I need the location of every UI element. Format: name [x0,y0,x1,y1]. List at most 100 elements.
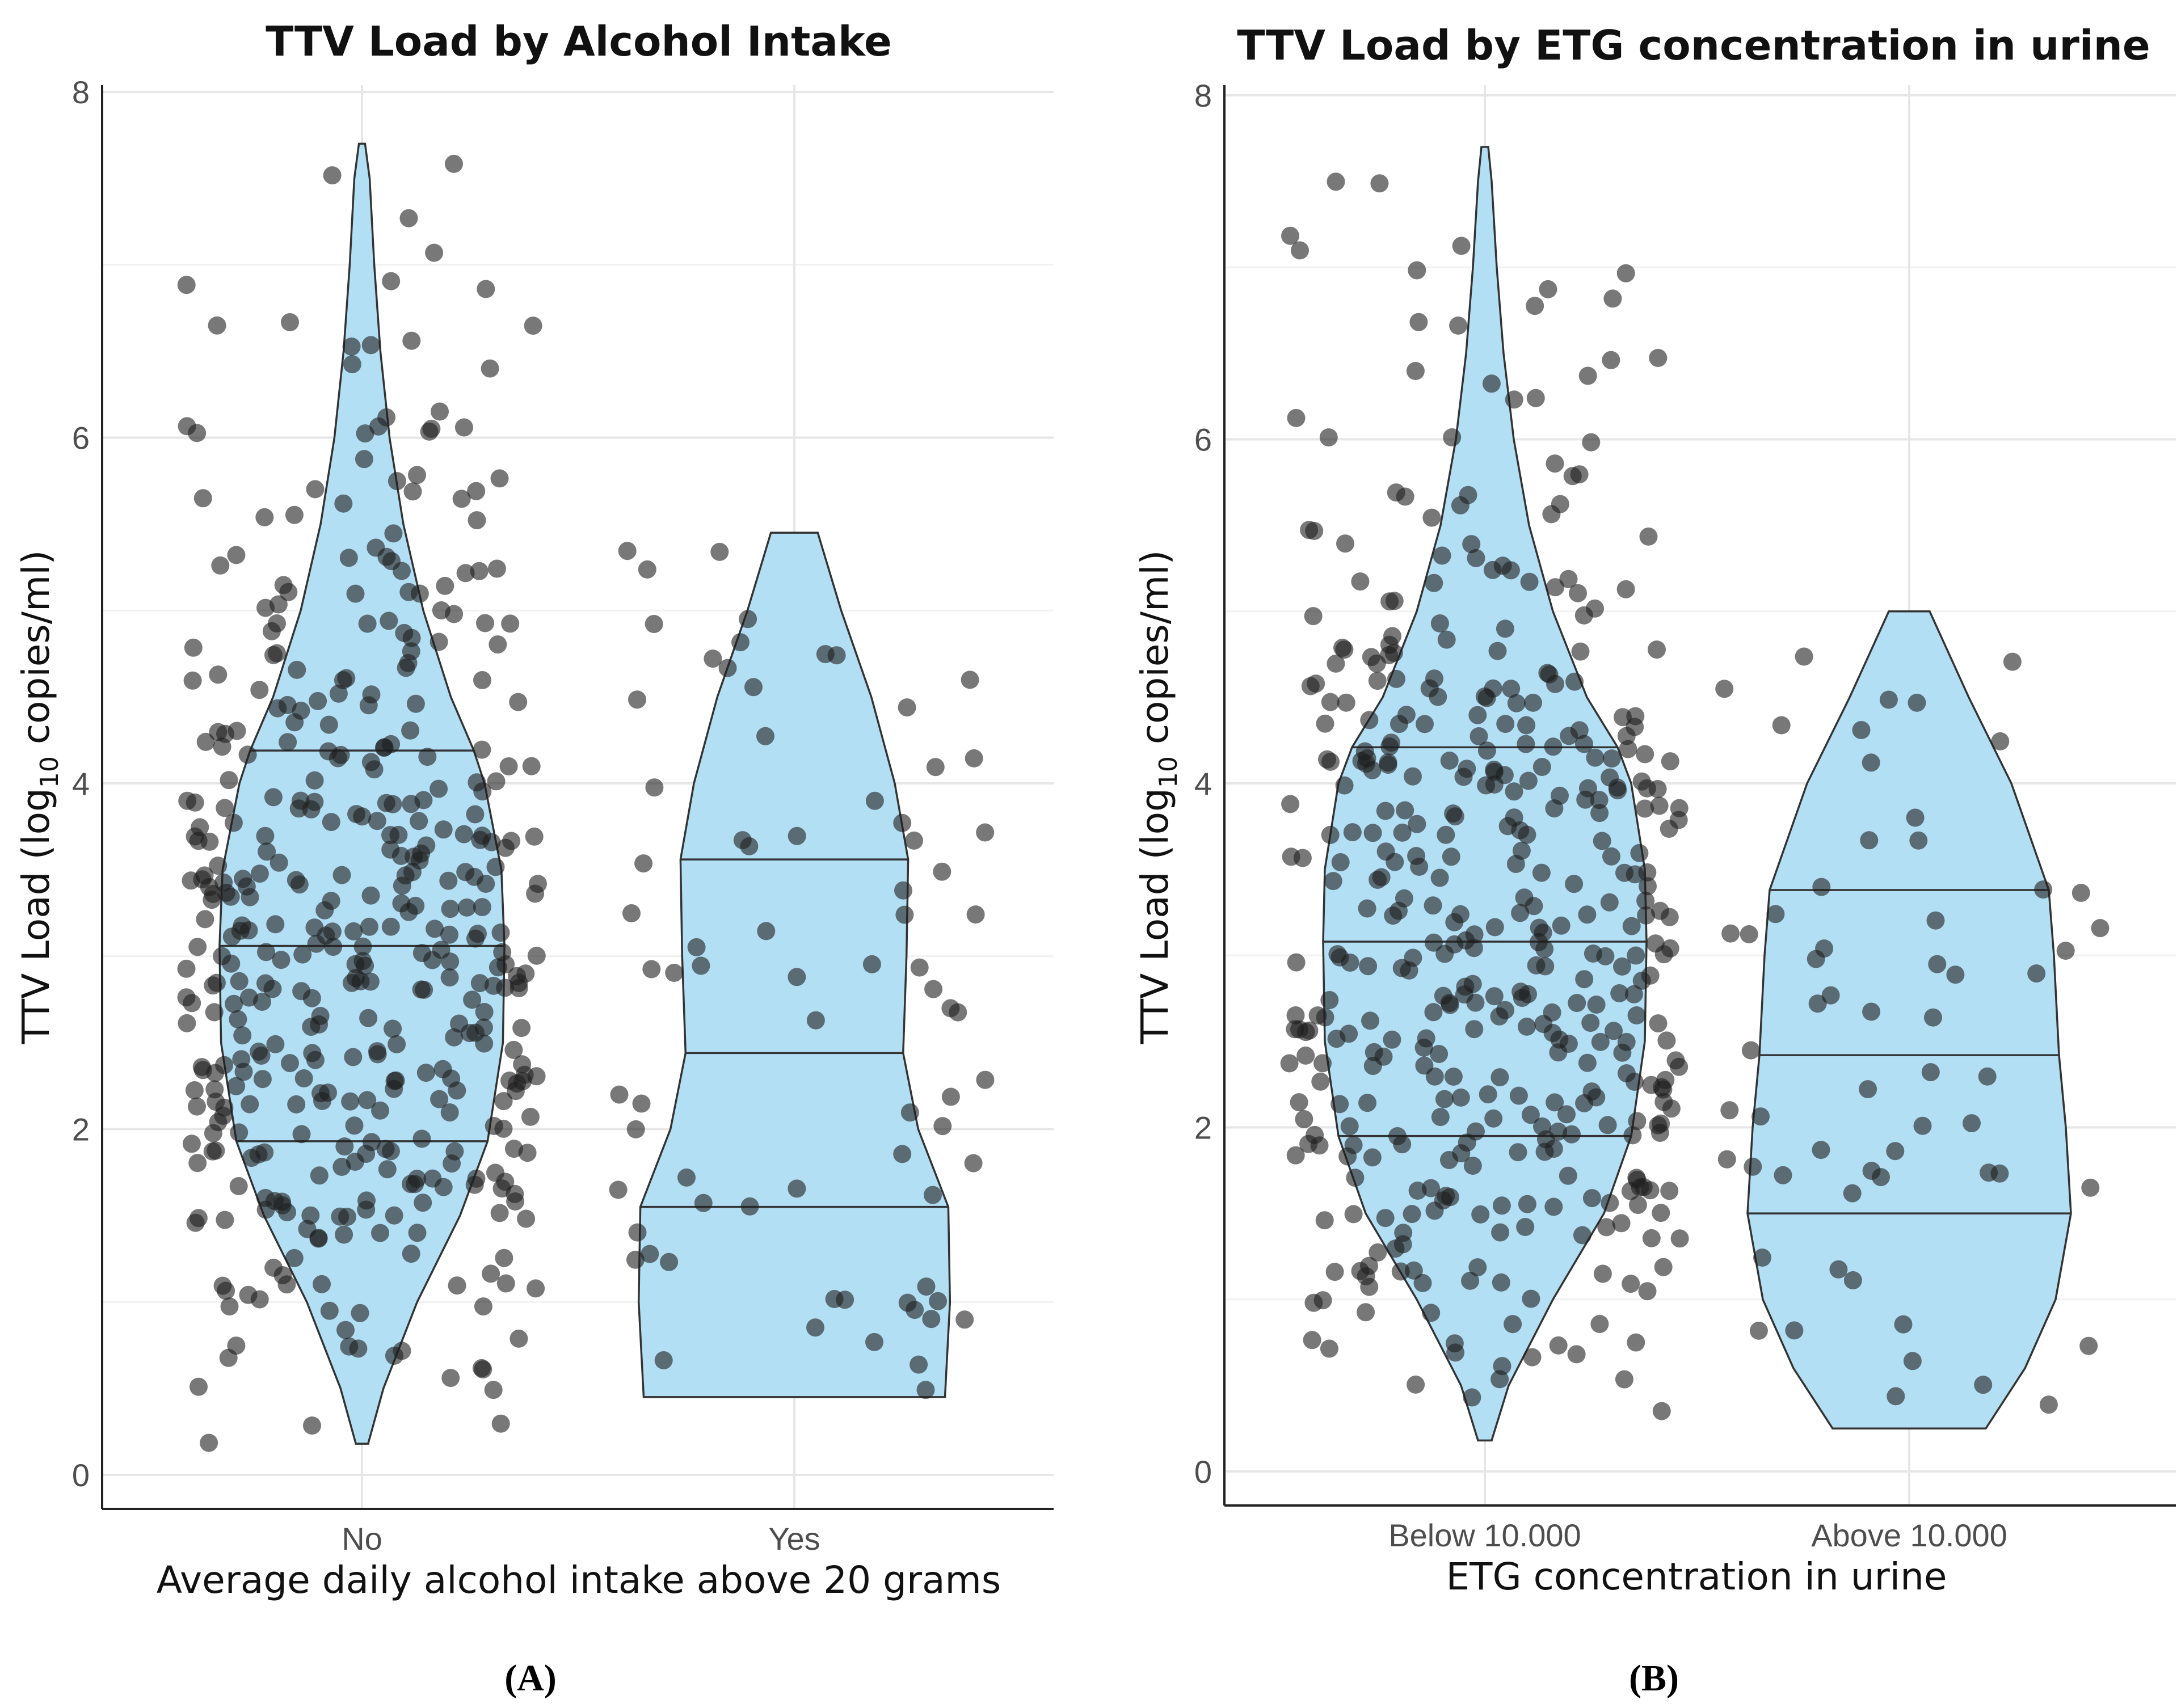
data-point [474,1297,492,1316]
data-point [381,917,400,936]
data-point [1318,750,1336,769]
data-point [442,1069,461,1088]
data-point [1622,1275,1640,1293]
data-point [310,1166,329,1185]
data-point [336,1321,355,1339]
data-point [1543,1003,1561,1022]
data-point [258,842,276,861]
data-point [1591,1032,1610,1051]
data-point [1519,771,1538,790]
data-point [1333,638,1351,657]
data-point [1369,1243,1387,1262]
data-point [1886,1142,1905,1161]
data-point [1651,901,1669,920]
data-point [2081,1178,2100,1197]
data-point [416,1064,435,1082]
data-point [622,904,641,922]
data-point [1661,752,1679,771]
data-point [1414,1038,1433,1057]
data-point [1559,1166,1577,1185]
data-point [1485,987,1504,1006]
data-point [1397,706,1416,724]
data-point [313,1275,331,1293]
data-point [222,954,241,973]
data-point [1666,1051,1685,1070]
data-point [1328,945,1347,964]
data-point [448,1276,466,1295]
data-point [1484,679,1502,698]
data-point [402,331,421,350]
data-point [1303,1331,1321,1349]
data-point [1311,1072,1330,1091]
data-point [287,871,305,889]
data-point [496,1274,515,1293]
data-point [1628,1112,1647,1131]
data-point [1406,362,1425,380]
data-point [371,1224,389,1242]
data-point [375,738,394,757]
data-point [966,905,985,924]
data-point [393,876,411,895]
data-point [193,489,212,508]
data-point [414,1194,432,1212]
data-point [1913,1116,1932,1135]
data-point [406,694,425,713]
data-point [1408,261,1426,280]
data-point [1812,878,1831,896]
data-point [315,901,334,920]
data-point [434,1178,453,1196]
data-point [1573,1226,1591,1245]
data-point [517,1209,536,1228]
data-point [1461,1271,1480,1290]
data-point [955,1310,974,1329]
data-point [1660,820,1678,838]
data-point [1351,572,1370,591]
data-point [1337,693,1355,712]
data-point [1559,1035,1578,1053]
data-point [1316,714,1334,733]
data-point [1552,916,1571,935]
data-point [484,976,503,995]
data-point [1523,1348,1542,1367]
data-point [388,1035,406,1053]
data-point [440,1103,459,1122]
data-point [418,748,437,766]
data-point [1505,390,1523,409]
data-point [1490,1007,1509,1026]
data-point [311,1007,330,1025]
data-point [229,1177,248,1195]
data-point [214,1107,233,1125]
data-point [412,1129,431,1148]
data-point [217,1281,235,1300]
data-point [1467,549,1485,567]
data-point [499,757,518,775]
data-point [1368,672,1387,690]
data-point [941,1087,960,1106]
data-point [305,771,324,790]
data-point [1286,1146,1305,1165]
data-point [1627,1006,1646,1024]
data-point [184,638,203,657]
data-point [924,980,943,998]
data-point [756,727,774,745]
data-point [353,937,372,956]
violins [218,142,951,1445]
data-point [976,1070,995,1089]
data-point [1544,737,1563,756]
data-point [1393,1135,1412,1154]
data-point [1442,847,1460,866]
data-point [933,862,951,881]
data-point [1434,1191,1452,1210]
data-point [454,825,473,844]
data-point [1304,1293,1323,1312]
data-point [1346,1169,1365,1187]
data-point [1602,749,1621,768]
data-point [1363,1057,1382,1076]
data-point [456,863,475,882]
data-point [487,559,506,578]
data-point [1404,1261,1423,1280]
data-point [355,450,373,469]
data-point [1449,317,1468,335]
data-point [177,988,196,1007]
data-point [1581,1014,1600,1032]
